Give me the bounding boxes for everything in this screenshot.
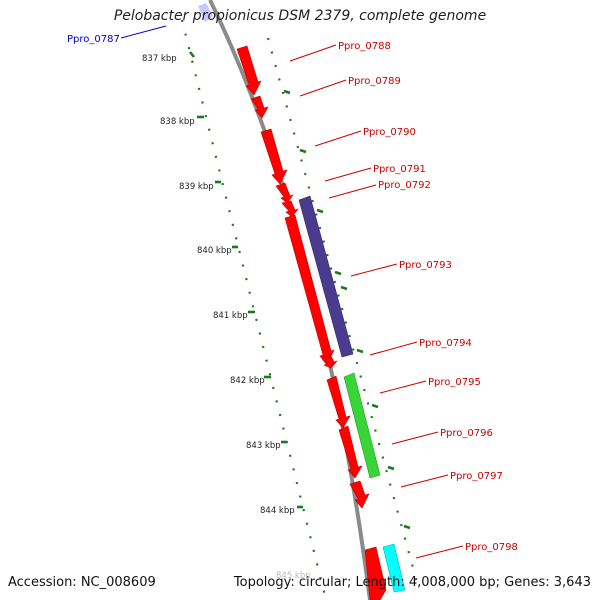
gene-label[interactable]: Ppro_0787 xyxy=(67,34,120,45)
gene-arrow-ppro-0792[interactable] xyxy=(281,200,299,218)
genome-summary-text: Topology: circular; Length: 4,008,000 bp… xyxy=(233,575,591,590)
genome-title: Pelobacter propionicus DSM 2379, complet… xyxy=(113,8,487,24)
forward-gene-arrows[interactable] xyxy=(236,45,387,600)
ruler-label: 840 kbp xyxy=(197,246,232,256)
gene-track-guide-line xyxy=(266,37,420,587)
gene-label[interactable]: Ppro_0797 xyxy=(450,471,503,482)
ruler-label-faded: 845 kbp xyxy=(276,571,311,581)
gene-label[interactable]: Ppro_0792 xyxy=(378,180,431,191)
gene-ppro-0787[interactable]: Ppro_0787 xyxy=(67,3,213,45)
operon-block-cyan[interactable] xyxy=(382,543,406,593)
gene-label-leader xyxy=(120,25,167,39)
ruler-label: 843 kbp xyxy=(246,441,281,451)
tick-ruler-line xyxy=(180,19,328,600)
ruler-label: 842 kbp xyxy=(230,376,265,386)
gene-label[interactable]: Ppro_0790 xyxy=(363,127,416,138)
gene-arrow-ppro-0798[interactable] xyxy=(364,546,387,600)
ruler-label: 839 kbp xyxy=(179,182,214,192)
gene-arrow-ppro-0790[interactable] xyxy=(260,128,288,185)
operon-block-green[interactable] xyxy=(343,372,381,479)
gene-arrow-ppro-0797[interactable] xyxy=(349,480,370,509)
ruler-label: 838 kbp xyxy=(160,117,195,127)
gene-label[interactable]: Ppro_0788 xyxy=(338,41,391,52)
ruler-label: 844 kbp xyxy=(260,506,295,516)
gene-label[interactable]: Ppro_0795 xyxy=(428,377,481,388)
gene-arrow[interactable] xyxy=(198,3,213,22)
gene-label[interactable]: Ppro_0798 xyxy=(465,542,518,553)
gene-label-leaders xyxy=(289,44,464,559)
accession-text: Accession: NC_008609 xyxy=(8,575,156,590)
ruler-label: 841 kbp xyxy=(213,311,248,321)
gene-track-ticks xyxy=(283,89,411,530)
gene-label[interactable]: Ppro_0789 xyxy=(348,76,401,87)
ruler-tick-marks xyxy=(188,51,303,509)
operon-block-purple[interactable] xyxy=(298,195,354,358)
gene-arrow-ppro-0796[interactable] xyxy=(338,425,363,479)
gene-label[interactable]: Ppro_0791 xyxy=(373,164,426,175)
operon-blocks[interactable] xyxy=(298,195,406,593)
gene-label[interactable]: Ppro_0796 xyxy=(440,428,493,439)
ruler-labels: 837 kbp 838 kbp 839 kbp 840 kbp 841 kbp … xyxy=(142,54,311,581)
gene-labels: Ppro_0788 Ppro_0789 Ppro_0790 Ppro_0791 … xyxy=(338,41,518,553)
gene-arrow-ppro-0795[interactable] xyxy=(326,375,351,429)
gene-label[interactable]: Ppro_0794 xyxy=(419,338,472,349)
ruler-label: 837 kbp xyxy=(142,54,177,64)
gene-arrow-ppro-0794[interactable] xyxy=(321,355,338,369)
gene-arrow-ppro-0788[interactable] xyxy=(236,45,262,96)
gene-label[interactable]: Ppro_0793 xyxy=(399,260,452,271)
gene-arrow-ppro-0791[interactable] xyxy=(275,182,294,204)
gene-arrow-ppro-0789[interactable] xyxy=(250,95,269,119)
